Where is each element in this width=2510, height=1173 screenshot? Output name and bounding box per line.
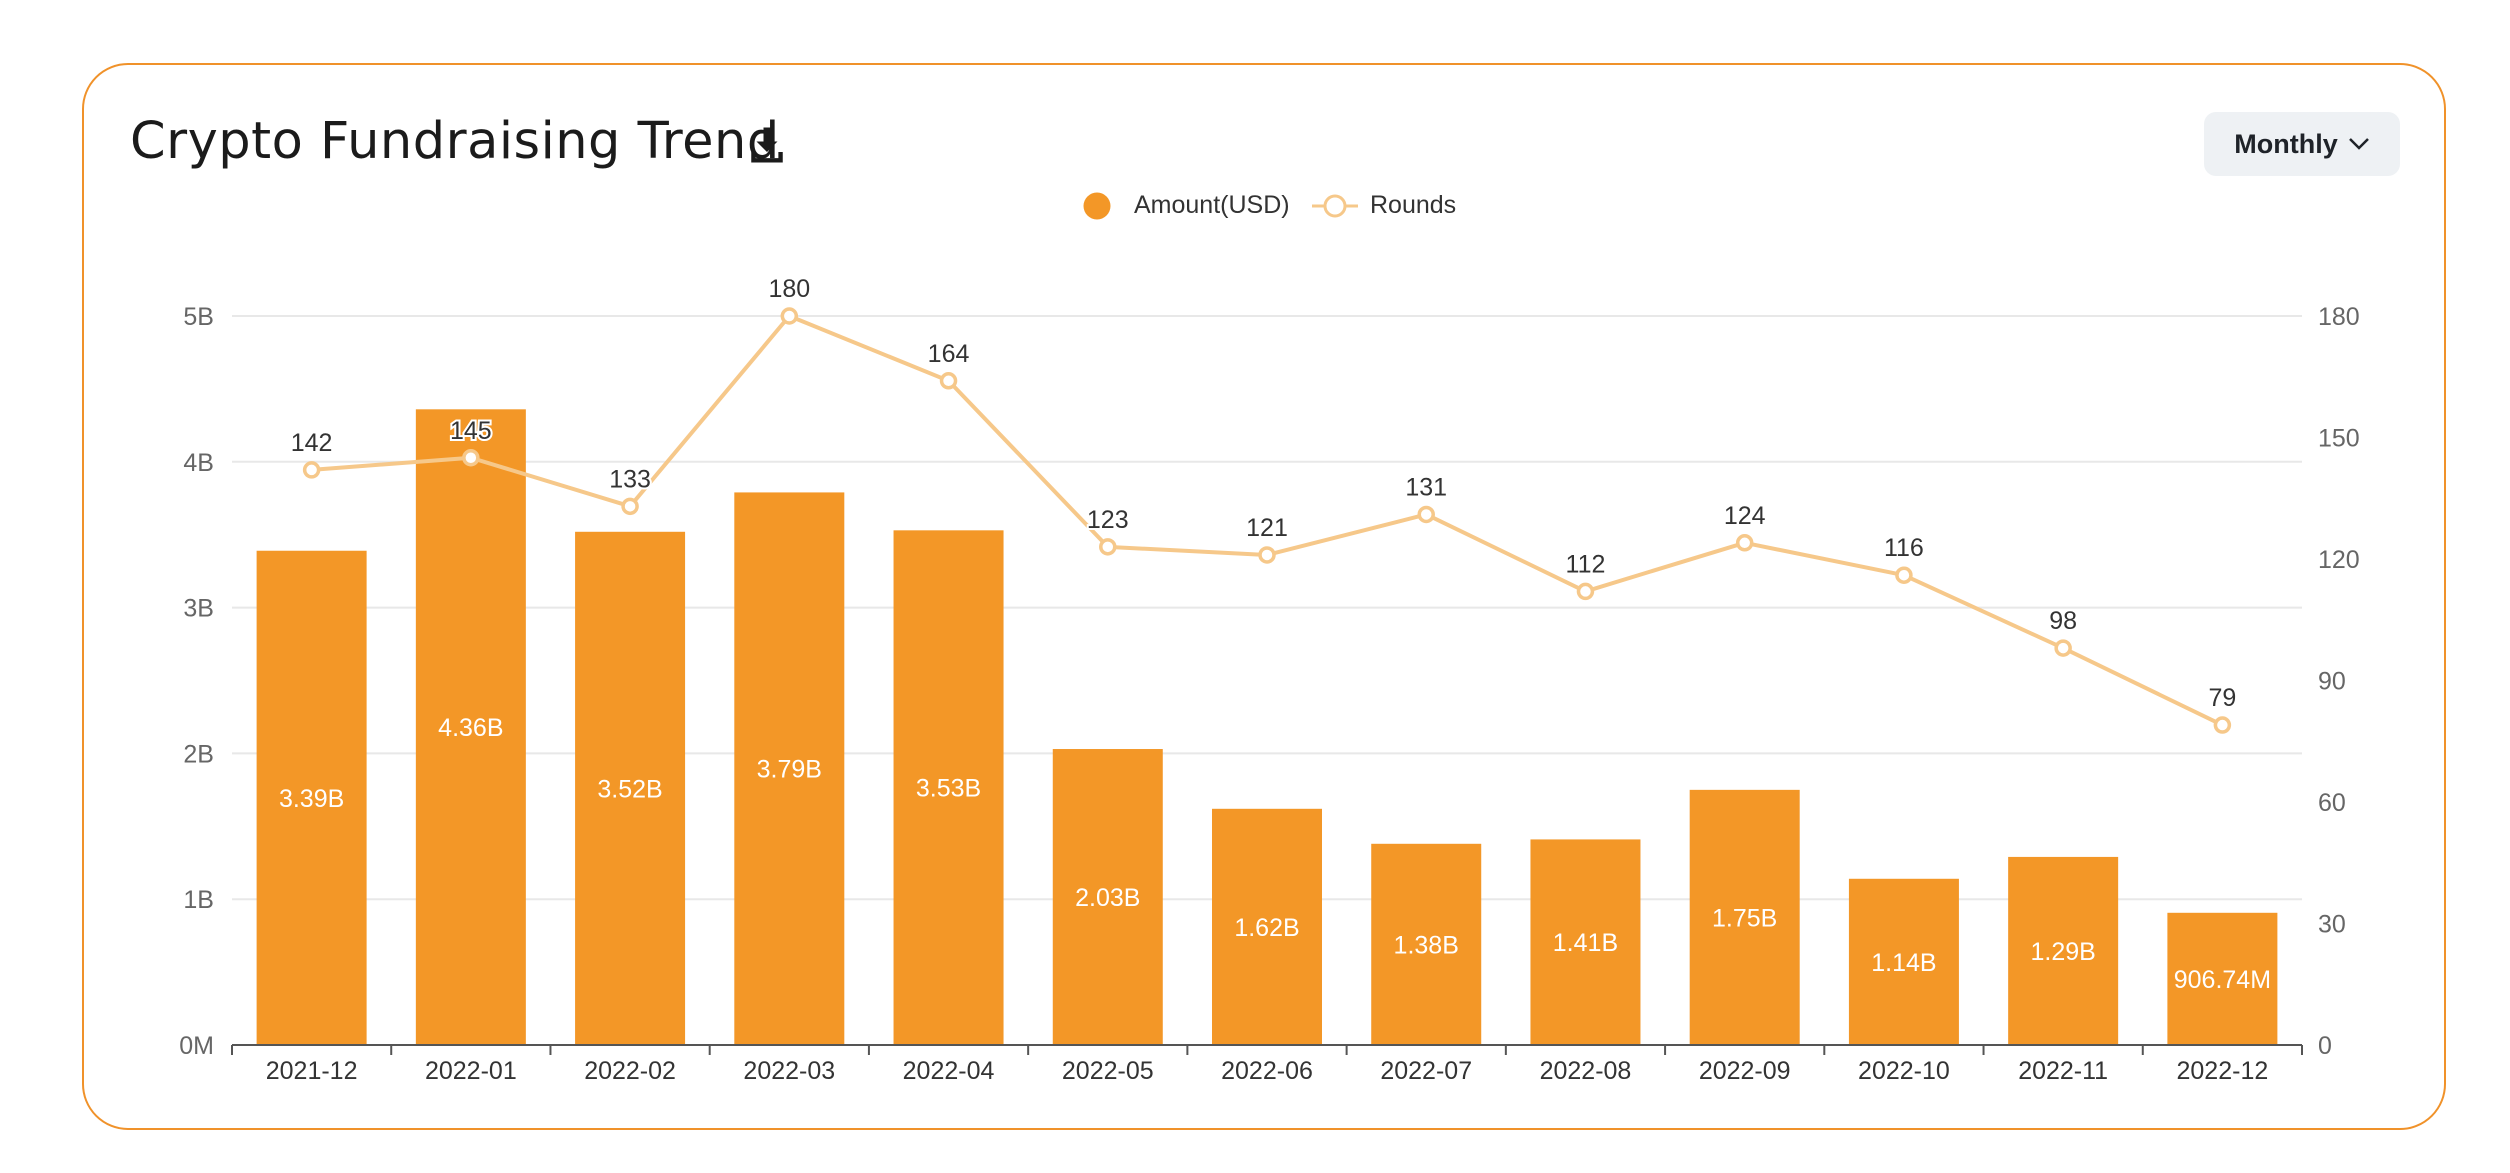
bar: [575, 531, 686, 1045]
rounds-value-label: 124: [1724, 502, 1766, 530]
bar: [2008, 856, 2119, 1045]
x-tick-label: 2022-01: [425, 1057, 517, 1085]
bar: [1689, 789, 1800, 1045]
bar: [1052, 749, 1163, 1045]
period-dropdown-label: Monthly: [2234, 128, 2338, 159]
rounds-value-label: 145: [450, 417, 492, 445]
x-tick-label: 2022-04: [903, 1057, 995, 1085]
bar-value-label: 2.03B: [1075, 884, 1140, 912]
rounds-point: [1895, 566, 1913, 584]
rounds-value-label: 121: [1246, 514, 1288, 542]
bar: [1848, 878, 1959, 1045]
rounds-value-label: 98: [2049, 607, 2077, 635]
legend-item-amount[interactable]: Amount(USD): [1082, 190, 1290, 220]
x-tick-label: 2022-03: [743, 1057, 835, 1085]
bar: [734, 492, 845, 1046]
rounds-value-label: 116: [1884, 534, 1924, 562]
y-right-tick-label: 60: [2318, 789, 2346, 817]
y-left-tick-label: 3B: [183, 595, 214, 623]
rounds-point: [1735, 534, 1754, 552]
rounds-value-label: 79: [2208, 684, 2236, 712]
period-dropdown[interactable]: Monthly: [2204, 112, 2400, 176]
y-right-tick-label: 120: [2318, 546, 2360, 574]
x-tick-label: 2022-05: [1062, 1057, 1154, 1085]
bar-value-label: 1.75B: [1712, 904, 1777, 932]
chevron-down-icon: [2348, 138, 2369, 150]
y-left-tick-label: 0M: [179, 1032, 214, 1060]
x-tick-label: 2022-07: [1380, 1057, 1472, 1085]
rounds-value-label: 112: [1566, 550, 1606, 578]
rounds-point: [1099, 538, 1117, 556]
x-tick-label: 2022-08: [1540, 1057, 1632, 1085]
rounds-value-label: 180: [768, 275, 810, 303]
legend-label-rounds: Rounds: [1370, 190, 1457, 219]
x-tick-label: 2022-09: [1699, 1057, 1791, 1085]
rounds-value-label: 131: [1405, 473, 1447, 501]
bar: [415, 409, 526, 1045]
legend-item-rounds[interactable]: Rounds: [1310, 190, 1456, 220]
rounds-value-label: 123: [1087, 506, 1129, 534]
download-icon[interactable]: [746, 124, 788, 166]
x-tick-label: 2022-11: [2018, 1057, 2108, 1085]
bar: [893, 530, 1004, 1045]
y-left-tick-label: 1B: [183, 886, 214, 914]
legend-label-amount: Amount(USD): [1134, 190, 1290, 219]
rounds-point: [780, 307, 799, 325]
bar-value-label: 3.53B: [916, 775, 981, 803]
rounds-value-label: 133: [609, 465, 651, 493]
bar-value-label: 1.14B: [1871, 949, 1936, 977]
bar: [1371, 843, 1482, 1045]
bar: [2167, 912, 2278, 1045]
rounds-point: [621, 497, 639, 516]
bar-value-label: 1.41B: [1553, 929, 1618, 957]
y-right-tick-label: 30: [2318, 911, 2346, 939]
rounds-point: [2054, 639, 2072, 657]
bar-value-label: 4.36B: [438, 714, 503, 742]
bar-value-label: 1.38B: [1394, 931, 1459, 959]
x-tick-label: 2022-06: [1221, 1057, 1313, 1085]
y-right-tick-label: 180: [2318, 303, 2360, 331]
chart-legend: Amount(USD) Rounds: [0, 190, 2510, 230]
rounds-point: [1417, 505, 1435, 524]
y-left-tick-label: 2B: [183, 740, 214, 768]
bar: [1530, 839, 1641, 1045]
rounds-point: [2213, 716, 2232, 734]
y-right-tick-label: 0: [2318, 1032, 2332, 1060]
y-right-tick-label: 150: [2318, 425, 2360, 453]
bar-value-label: 1.62B: [1234, 914, 1299, 942]
y-right-tick-label: 90: [2318, 668, 2346, 696]
bar-value-label: 3.39B: [279, 785, 344, 813]
legend-marker-rounds: [1312, 194, 1358, 218]
bar: [1212, 808, 1322, 1045]
rounds-point: [1258, 546, 1276, 564]
chart-title: Crypto Fundraising Trend: [130, 112, 780, 171]
x-tick-label: 2022-02: [584, 1057, 676, 1085]
bar-value-label: 1.29B: [2030, 938, 2095, 966]
rounds-value-label: 164: [928, 340, 970, 368]
bar-value-label: 3.52B: [597, 775, 662, 803]
y-left-tick-label: 5B: [183, 303, 214, 331]
y-left-tick-label: 4B: [183, 449, 214, 477]
x-tick-label: 2022-12: [2177, 1057, 2269, 1085]
x-tick-label: 2021-12: [266, 1057, 358, 1085]
rounds-point: [1576, 582, 1595, 601]
rounds-value-label: 142: [291, 429, 333, 457]
rounds-point: [462, 449, 480, 467]
rounds-point: [302, 461, 321, 479]
bar-value-label: 906.74M: [2174, 966, 2271, 994]
bar-value-label: 3.79B: [757, 756, 822, 784]
x-tick-label: 2022-10: [1858, 1057, 1950, 1085]
rounds-point: [939, 372, 958, 390]
bar: [256, 550, 367, 1045]
legend-marker-amount: [1083, 192, 1111, 220]
